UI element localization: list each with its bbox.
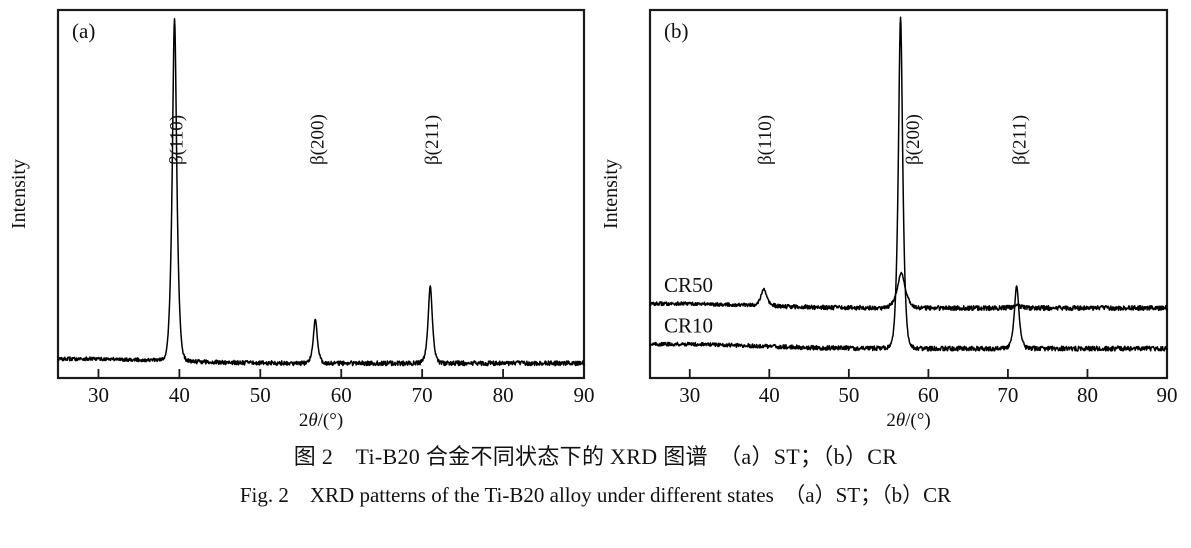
chart-panel-a: 30 40 50 60 70 80 90 2θ/(°) Intensity (a) β(110) β(… (0, 0, 600, 432)
x-tick-label: 80 (1077, 383, 1098, 407)
x-tick-label: 40 (759, 383, 780, 407)
x-tick-label: 70 (412, 383, 433, 407)
peak-annotation: β(200) (307, 114, 328, 165)
xrd-plot-b: 30 40 50 60 70 80 90 2θ/(°) Intensity (b) CR50 CR10… (600, 8, 1178, 431)
x-tick-label: 70 (997, 383, 1018, 407)
y-axis-title: Intensity (8, 159, 30, 229)
peak-annotation: β(211) (1009, 115, 1030, 165)
x-tick-label: 90 (574, 383, 595, 407)
x-axis-title: 2θ/(°) (299, 410, 343, 431)
x-tick-label: 90 (1157, 383, 1178, 407)
plot-frame (648, 8, 1169, 380)
panel-tag: (b) (664, 19, 689, 43)
peak-annotation: β(110) (755, 115, 776, 165)
x-tick-label: 60 (331, 383, 352, 407)
caption-chinese: 图 2 Ti-B20 合金不同状态下的 XRD 图谱 （a）ST；（b）CR (293, 444, 898, 469)
peak-annotation: β(200) (903, 114, 924, 165)
x-tick-label: 30 (88, 383, 109, 407)
x-axis-title: 2θ/(°) (886, 410, 930, 431)
xrd-curve-cr10 (649, 16, 1168, 352)
peak-annotation: β(211) (422, 115, 443, 165)
x-tick-label: 30 (679, 383, 700, 407)
xrd-curve-cr50 (649, 271, 1168, 312)
xrd-curve-st (57, 18, 585, 367)
x-tick-label: 50 (250, 383, 271, 407)
caption-english: Fig. 2 XRD patterns of the Ti-B20 alloy … (239, 483, 952, 507)
xrd-plot-a: 30 40 50 60 70 80 90 2θ/(°) Intensity (a) β(110) β(… (8, 8, 595, 431)
plot-frame (56, 8, 586, 380)
series-label-cr10: CR10 (664, 314, 713, 338)
x-tick-label: 60 (918, 383, 939, 407)
panel-tag: (a) (72, 19, 95, 43)
series-label-cr50: CR50 (664, 273, 713, 297)
peak-annotation: β(110) (167, 115, 188, 165)
x-tick-label: 40 (169, 383, 190, 407)
chart-panel-b: 30 40 50 60 70 80 90 2θ/(°) Intensity (b) CR50 CR10… (592, 0, 1191, 432)
x-tick-label: 80 (493, 383, 514, 407)
x-tick-label: 50 (838, 383, 859, 407)
figure-caption: 图 2 Ti-B20 合金不同状态下的 XRD 图谱 （a）ST；（b）CR F… (0, 440, 1191, 512)
y-axis-title: Intensity (600, 159, 622, 229)
